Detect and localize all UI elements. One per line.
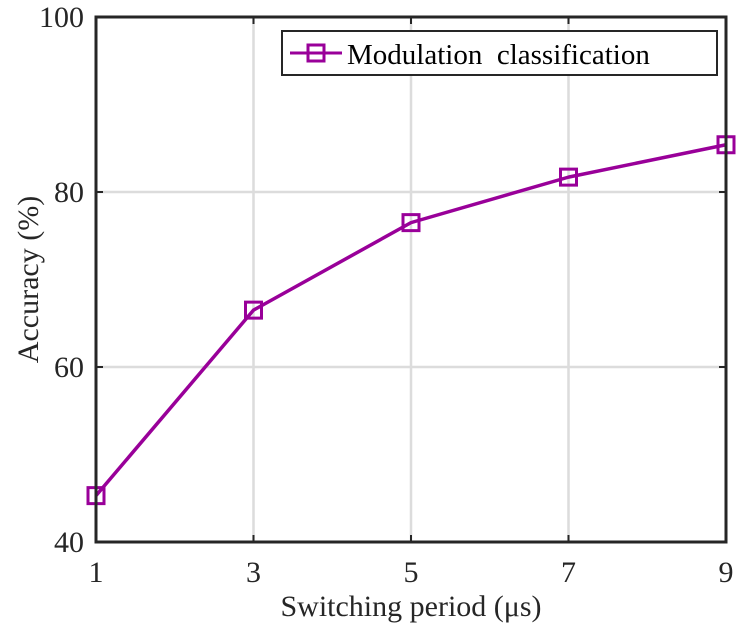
y-tick-label: 100 bbox=[39, 1, 84, 34]
x-axis-label: Switching period (μs) bbox=[280, 590, 541, 623]
y-axis-ticks: 40 60 80 100 bbox=[39, 1, 726, 559]
data-point-marker bbox=[559, 167, 578, 187]
data-point-marker bbox=[244, 300, 263, 320]
data-point-marker bbox=[401, 213, 421, 233]
x-tick-label: 9 bbox=[719, 556, 734, 589]
legend-marker-square bbox=[306, 43, 326, 63]
x-tick-label: 7 bbox=[561, 556, 576, 589]
x-axis-ticks: 1 3 5 7 9 bbox=[89, 17, 734, 589]
legend-box bbox=[281, 30, 718, 76]
legend-label: Modulation classification bbox=[347, 39, 650, 71]
y-tick-label: 80 bbox=[54, 176, 84, 209]
legend: Modulation classification bbox=[281, 30, 718, 76]
series-line bbox=[94, 143, 727, 497]
y-tick-label: 60 bbox=[54, 351, 84, 384]
x-tick-label: 1 bbox=[89, 556, 104, 589]
x-tick-label: 5 bbox=[404, 556, 419, 589]
y-tick-label: 40 bbox=[54, 526, 84, 559]
x-tick-label: 3 bbox=[246, 556, 261, 589]
y-axis-label: Accuracy (%) bbox=[12, 196, 45, 363]
